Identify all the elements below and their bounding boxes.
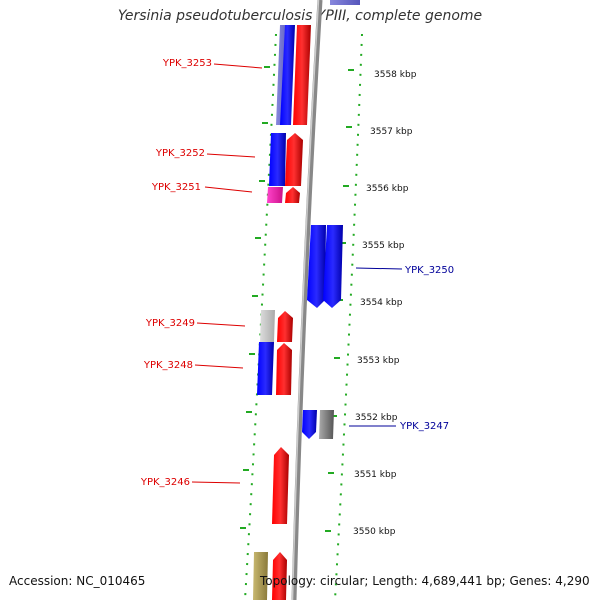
gene-label: YPK_3249: [145, 318, 195, 329]
gene-ypk3248-red: [276, 343, 292, 395]
label-leaders: [191, 63, 403, 484]
accession-label: Accession: NC_010465: [9, 574, 146, 588]
genome-summary: Topology: circular; Length: 4,689,441 bp…: [260, 574, 590, 588]
gene-ypk3253-blue: [280, 25, 295, 125]
tick-label: 3550 kbp: [353, 527, 396, 537]
gene-ypk3249-gray: [260, 310, 275, 342]
gene-label: YPK_3252: [155, 148, 205, 159]
gene-label: YPK_3251: [151, 182, 201, 193]
inner-ruler-ticks: [240, 66, 270, 529]
tick-label: 3552 kbp: [355, 413, 398, 423]
gene-ypk3246-red: [272, 447, 289, 524]
tick-label: 3551 kbp: [354, 470, 397, 480]
gene-partial-top: [330, 0, 360, 5]
gene-label: YPK_3248: [143, 360, 193, 371]
gene-ypk3247-blue: [302, 410, 317, 439]
tick-label: 3558 kbp: [374, 70, 417, 80]
outer-ruler: [334, 33, 363, 600]
tick-label: 3557 kbp: [370, 127, 413, 137]
ruler-tick-labels: 3558 kbp 3557 kbp 3556 kbp 3555 kbp 3554…: [353, 70, 417, 537]
gene-ypk3250-b: [323, 225, 343, 308]
gene-label: YPK_3250: [404, 265, 454, 276]
tick-label: 3554 kbp: [360, 298, 403, 308]
gene-ypk3252-blue: [269, 133, 286, 186]
gene-ypk3251-pink: [267, 187, 283, 203]
tick-label: 3556 kbp: [366, 184, 409, 194]
tick-label: 3553 kbp: [357, 356, 400, 366]
gene-ypk3252-red: [285, 133, 303, 186]
genome-backbone: [291, 0, 323, 600]
gene-label: YPK_3246: [140, 477, 190, 488]
gene-ypk3249-red: [277, 311, 293, 342]
gene-partial-bottom-red: [272, 552, 287, 600]
gene-ypk3250-a: [307, 225, 326, 308]
gene-ypk3251-red: [285, 187, 300, 203]
gene-label: YPK_3247: [399, 421, 449, 432]
gene-ypk3253-red: [293, 25, 311, 125]
tick-label: 3555 kbp: [362, 241, 405, 251]
gene-label: YPK_3253: [162, 58, 212, 69]
gene-partial-bottom-olive: [253, 552, 268, 600]
gene-ypk3248-blue: [257, 342, 274, 395]
gene-ypk3247-gray: [319, 410, 334, 439]
gene-labels: YPK_3253 YPK_3252 YPK_3251 YPK_3250 YPK_…: [140, 58, 454, 488]
map-title: Yersinia pseudotuberculosis YPIII, compl…: [117, 8, 483, 24]
